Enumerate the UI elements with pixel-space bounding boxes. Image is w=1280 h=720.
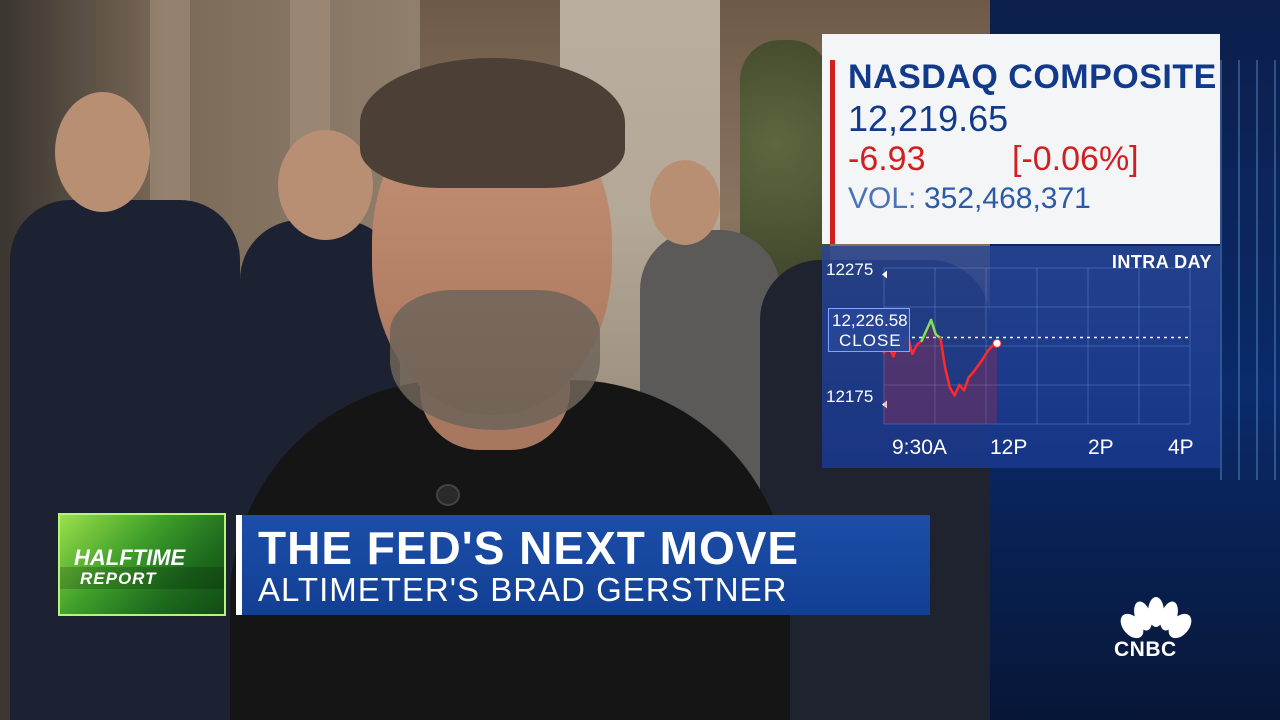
x-tick-label: 9:30A xyxy=(892,436,947,459)
headline-text: THE FED'S NEXT MOVE xyxy=(258,522,800,574)
previous-close-value: 12,226.58 xyxy=(832,311,908,330)
background-person-head xyxy=(278,130,373,240)
show-logo-band xyxy=(60,567,224,589)
quote-accent-bar xyxy=(830,60,835,244)
previous-close-label: CLOSE xyxy=(839,331,902,350)
intraday-chart: INTRA DAY 12275 12175 9:30A 12P 2P 4P 12… xyxy=(822,246,1220,468)
y-tick-marker xyxy=(882,270,887,279)
background-person-head xyxy=(650,160,720,245)
chart-title: INTRA DAY xyxy=(1111,252,1212,272)
last-price-point xyxy=(992,338,1002,348)
y-tick-label: 12175 xyxy=(826,387,874,406)
index-name: NASDAQ COMPOSITE xyxy=(848,58,1217,96)
lapel-mic xyxy=(436,484,460,506)
host-beard xyxy=(390,290,600,430)
series-line-segment xyxy=(953,383,961,397)
background-person-head xyxy=(55,92,150,212)
series-line-segment xyxy=(976,357,985,367)
quote-panel: NASDAQ COMPOSITE 12,219.65 -6.93 [-0.06%… xyxy=(822,34,1220,244)
series-line-segment xyxy=(948,386,956,397)
index-percent-change: [-0.06%] xyxy=(1012,140,1139,178)
show-logo-line2: REPORT xyxy=(80,569,157,588)
index-change: -6.93 xyxy=(848,140,926,178)
headline-edge xyxy=(236,515,242,615)
headline-banner: THE FED'S NEXT MOVE ALTIMETER'S BRAD GER… xyxy=(236,515,930,615)
show-logo-line1: HALFTIME xyxy=(74,545,186,570)
volume-label: VOL: xyxy=(848,182,917,215)
series-line-segment xyxy=(962,375,970,392)
intraday-chart-svg xyxy=(882,267,1191,425)
series-line-segment xyxy=(981,349,989,361)
network-logo-text: CNBC xyxy=(1114,638,1177,661)
background-grid xyxy=(1220,60,1280,480)
index-price: 12,219.65 xyxy=(848,98,1009,139)
series-line-segment xyxy=(910,343,919,356)
series-line-segment xyxy=(925,318,933,332)
guest-subhead: ALTIMETER'S BRAD GERSTNER xyxy=(258,571,788,608)
peacock-icon xyxy=(1120,597,1192,639)
x-tick-label: 12P xyxy=(990,436,1028,459)
volume-value: 352,468,371 xyxy=(924,182,1091,215)
series-area xyxy=(884,320,997,424)
previous-close-marker: 12,226.58 CLOSE xyxy=(828,308,910,352)
show-logo: HALFTIME REPORT xyxy=(58,513,226,616)
host-hair xyxy=(360,58,625,188)
y-tick-label: 12275 xyxy=(826,260,874,279)
series-line-segment xyxy=(929,318,938,336)
x-tick-label: 4P xyxy=(1168,436,1194,459)
series-line-segment xyxy=(943,366,952,389)
series-line-segment xyxy=(939,336,947,370)
series-line-segment xyxy=(920,329,928,343)
x-tick-label: 2P xyxy=(1088,436,1114,459)
background-person xyxy=(10,200,240,720)
series-line-segment xyxy=(972,364,980,374)
y-tick-marker xyxy=(882,400,887,409)
